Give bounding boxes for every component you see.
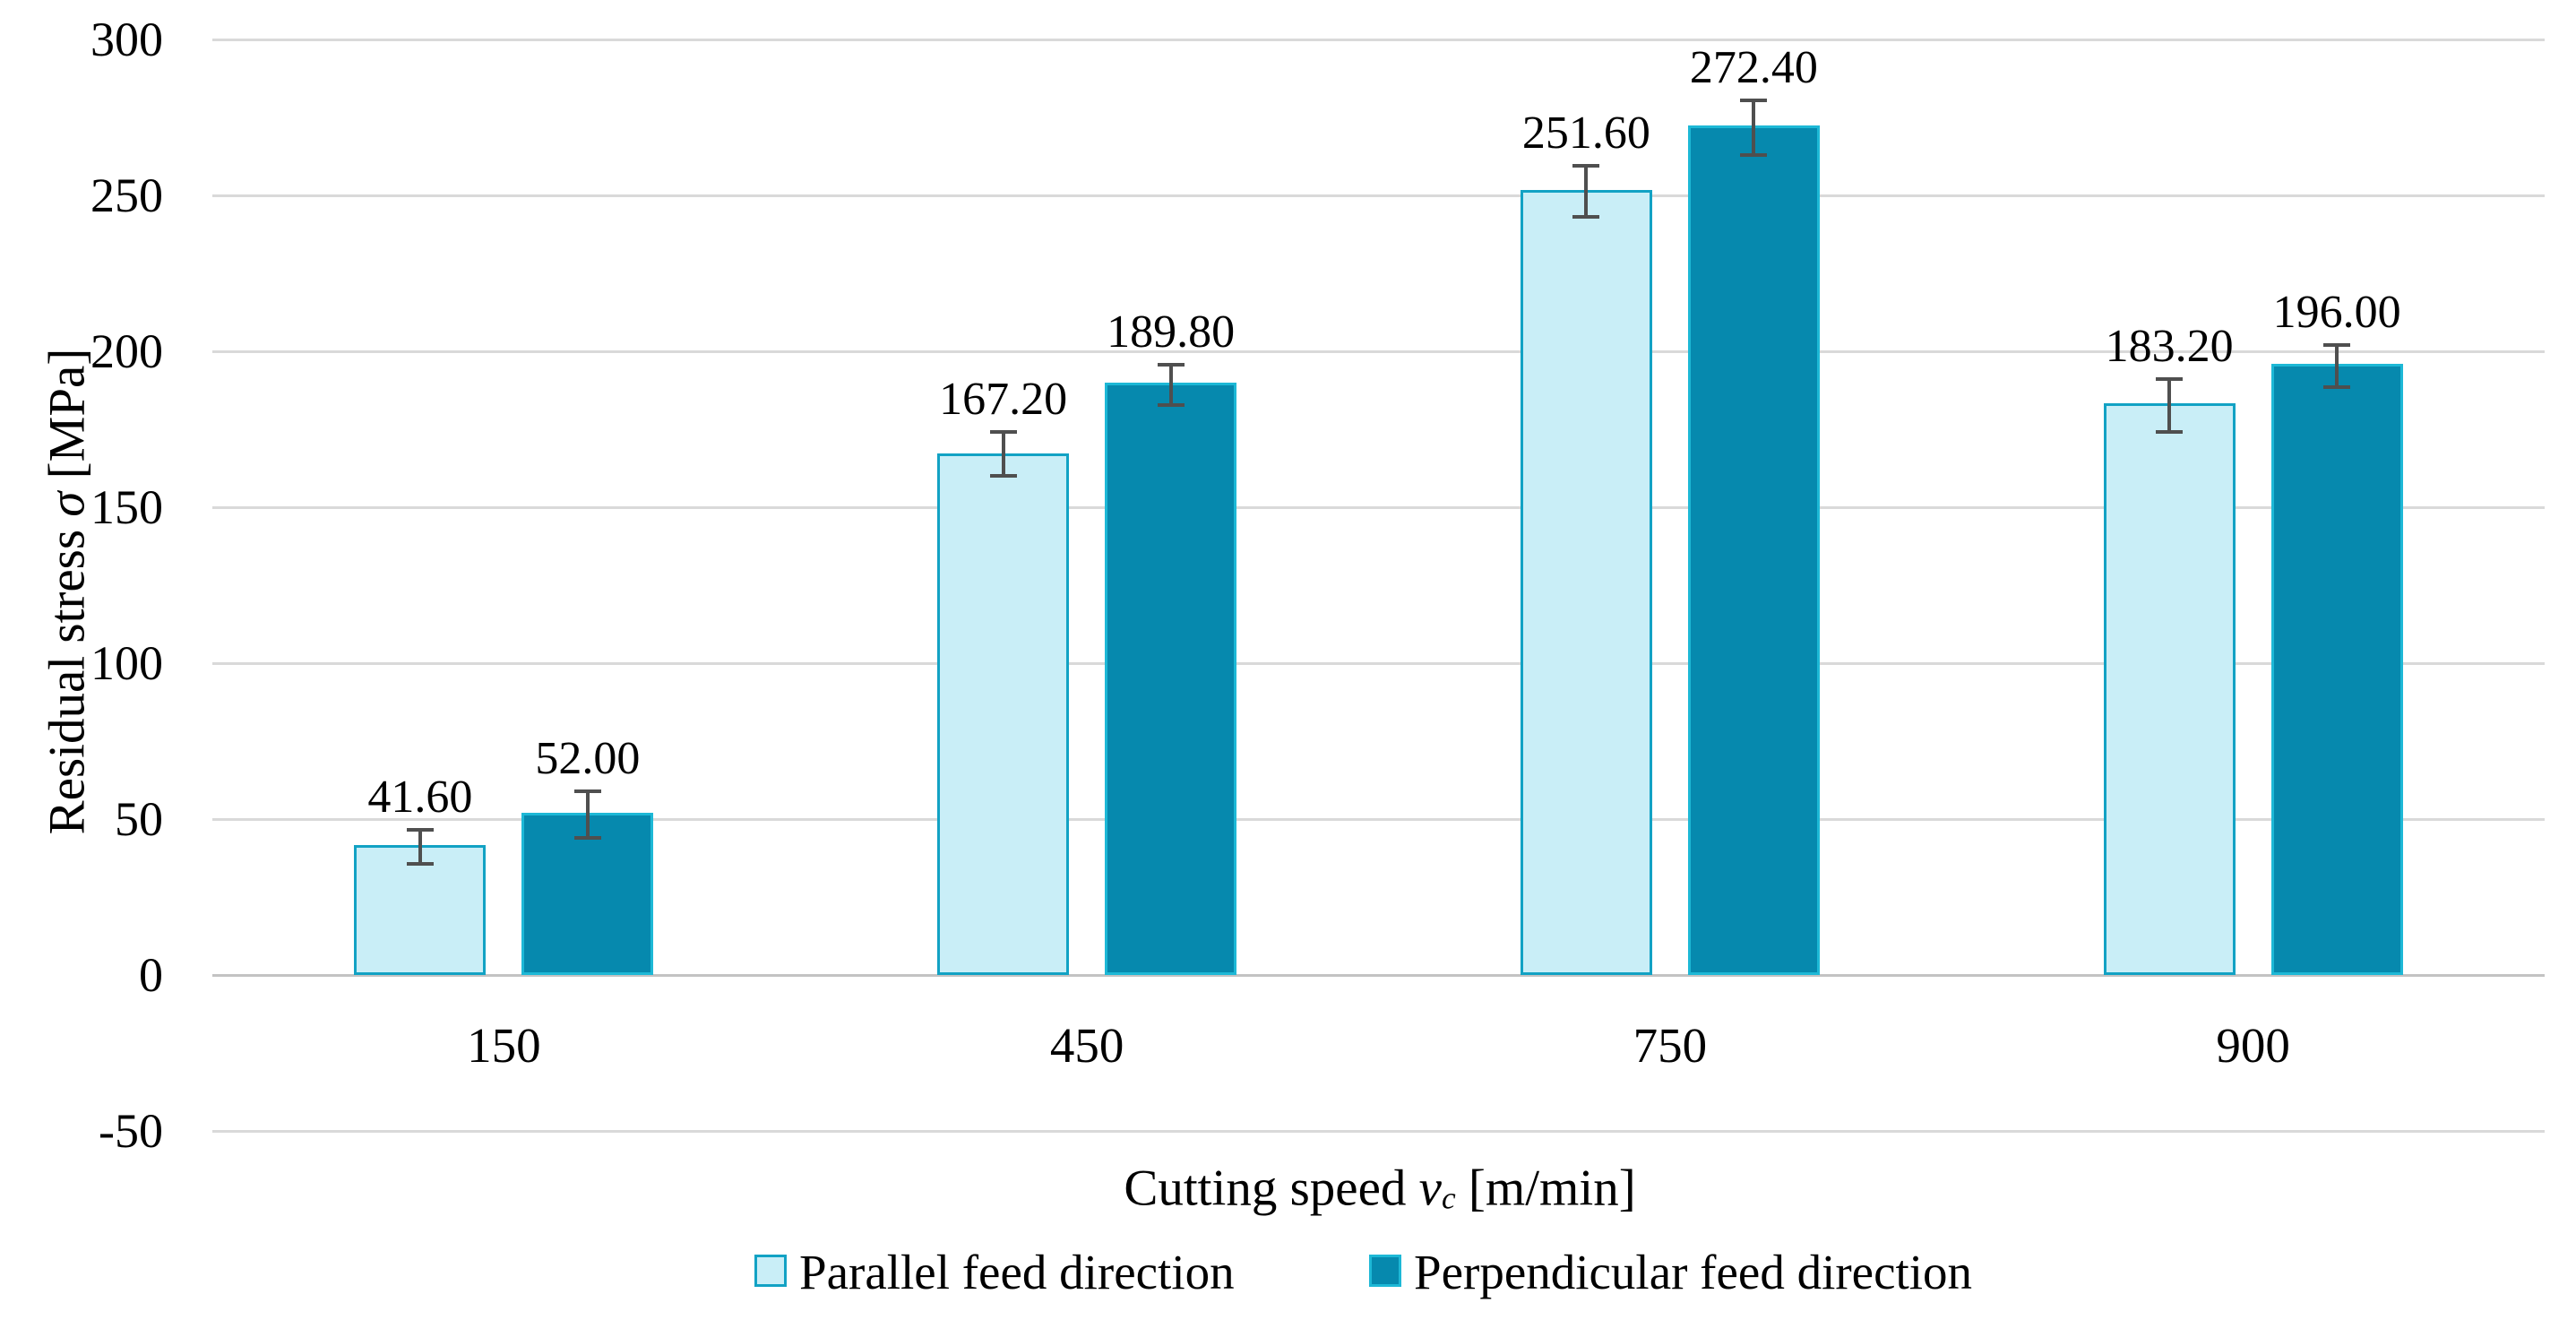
error-bar-cap [989,429,1017,434]
error-bar [2335,345,2339,387]
bar-parallel-900 [2103,403,2236,975]
bar-parallel-150 [354,845,487,975]
y-tick-label: 300 [90,13,163,66]
category-label: 900 [2216,1018,2290,1073]
bar-parallel-450 [937,453,1070,975]
error-bar [1168,364,1173,405]
vc-symbol: v [1418,1160,1442,1217]
y-tick-label: 50 [115,792,163,846]
legend-label-perpendicular: Perpendicular feed direction [1414,1245,1973,1299]
gridline [212,1129,2545,1133]
bar-parallel-750 [1520,190,1652,975]
y-tick-label: 0 [139,948,163,1002]
value-label: 189.80 [1107,306,1236,358]
error-bar-cap [573,835,601,840]
error-bar-cap [1157,402,1185,407]
x-axis-line [212,973,2545,977]
legend-swatch-parallel [754,1255,787,1287]
vc-subscript: c [1441,1180,1456,1216]
error-bar-cap [1157,362,1185,367]
error-bar-cap [1572,215,1600,219]
gridline [212,661,2545,665]
error-bar [585,790,590,838]
error-bar [418,829,422,865]
y-tick-label: 250 [90,168,163,222]
error-bar [1584,165,1589,217]
bar-perpendicular-900 [2270,363,2403,975]
y-axis-title: Residual stress σ [MPa] [39,349,97,835]
error-bar-cap [1740,99,1768,103]
error-bar [1001,431,1005,476]
error-bar-cap [573,789,601,793]
gridline [212,194,2545,197]
value-label: 52.00 [535,732,641,784]
error-bar-cap [989,473,1017,478]
error-bar-cap [1740,153,1768,158]
x-axis-title-text: Cutting speed [1124,1160,1419,1217]
value-label: 183.20 [2105,320,2234,372]
value-label: 167.20 [939,373,1068,425]
category-label: 450 [1049,1018,1124,1073]
legend-label-parallel: Parallel feed direction [799,1245,1235,1299]
error-bar [1752,100,1756,156]
bar-perpendicular-750 [1687,125,1820,975]
y-tick-label: 200 [90,324,163,378]
y-tick-label: 100 [90,636,163,690]
category-label: 150 [467,1018,541,1073]
error-bar-cap [2156,376,2184,381]
x-axis-title: Cutting speed vc [m/min] [1124,1160,1635,1218]
bar-perpendicular-450 [1105,383,1237,975]
gridline [212,505,2545,509]
y-tick-label: -50 [99,1104,163,1158]
gridline [212,38,2545,41]
error-bar-cap [2323,343,2351,348]
error-bar-cap [2156,429,2184,434]
value-label: 251.60 [1521,107,1650,159]
y-tick-label: 150 [90,480,163,534]
value-label: 196.00 [2272,287,2401,339]
error-bar-cap [406,827,434,832]
error-bar-cap [406,862,434,867]
error-bar-cap [1572,163,1600,168]
error-bar [2167,378,2172,432]
value-label: 41.60 [367,771,473,823]
gridline [212,817,2545,821]
gridline [212,349,2545,353]
error-bar-cap [2323,385,2351,390]
legend-swatch-perpendicular [1369,1255,1401,1287]
category-label: 750 [1633,1018,1708,1073]
value-label: 272.40 [1689,42,1818,94]
x-axis-title-units: [m/min] [1455,1160,1636,1217]
